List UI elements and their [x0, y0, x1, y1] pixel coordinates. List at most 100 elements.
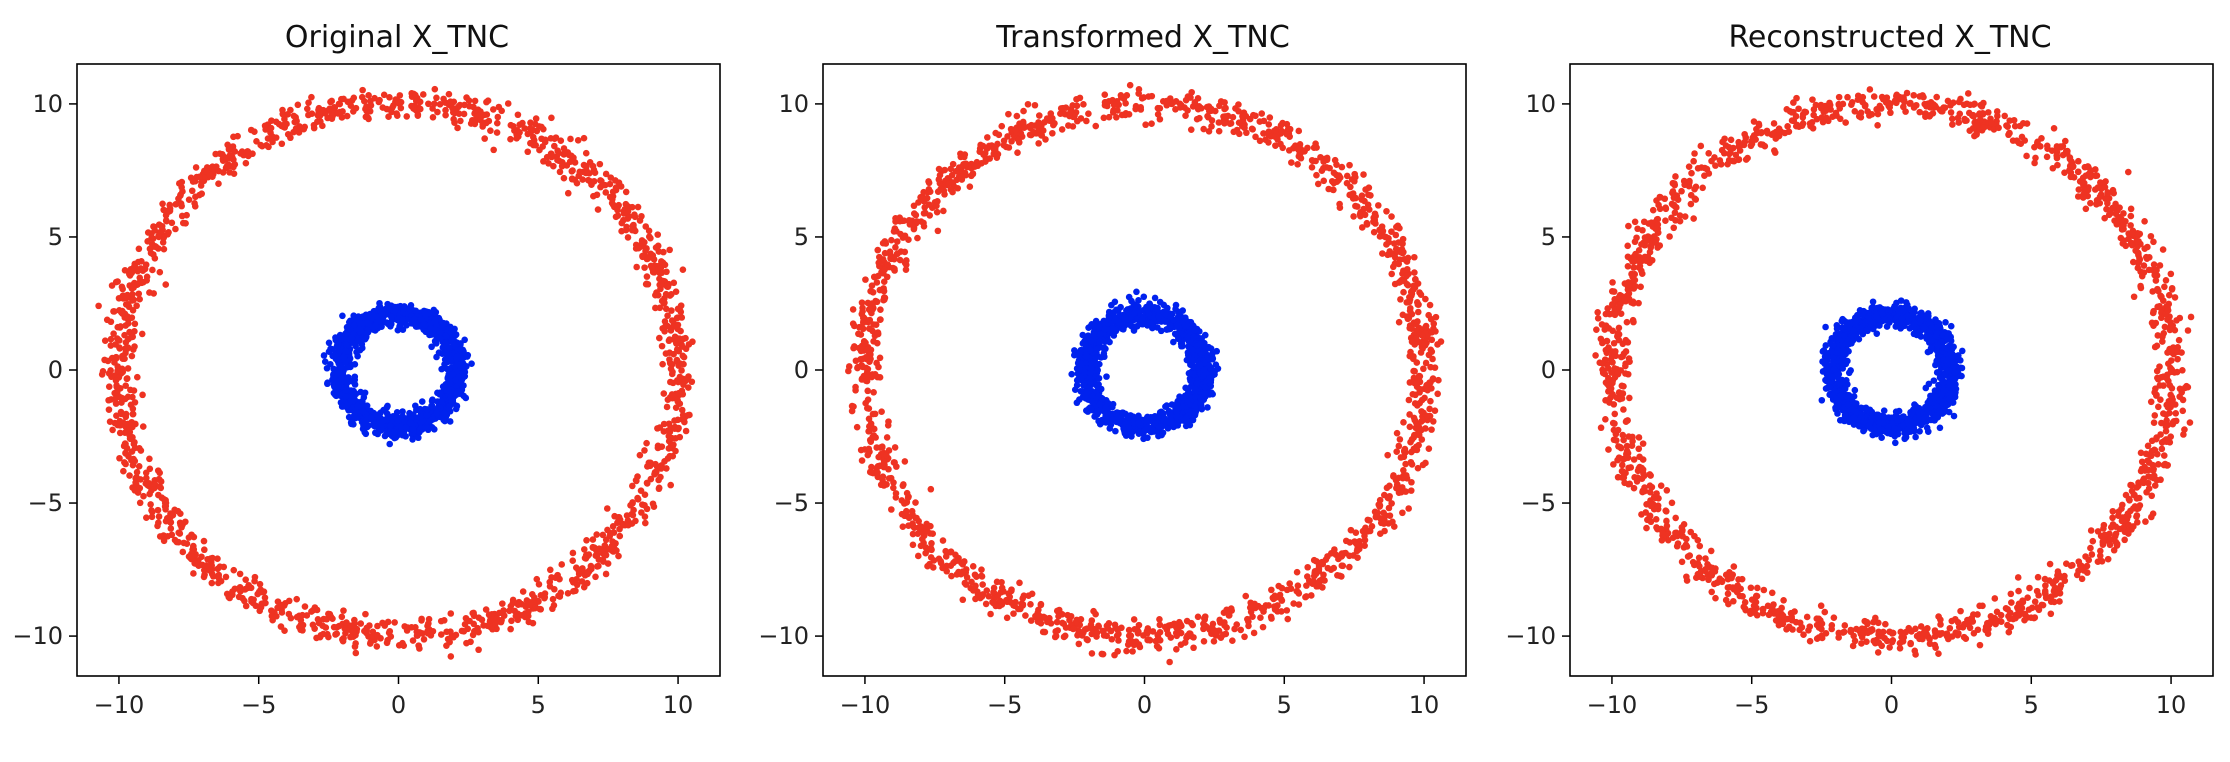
scatter-point [1131, 301, 1138, 308]
scatter-point [1365, 206, 1373, 213]
scatter-point [622, 188, 630, 196]
scatter-point [920, 223, 928, 230]
scatter-point [121, 459, 128, 466]
scatter-point [914, 552, 922, 560]
scatter-point [275, 120, 283, 128]
scatter-point [890, 228, 898, 235]
scatter-point [1242, 592, 1250, 600]
scatter-point [179, 219, 187, 227]
scatter-point [1215, 127, 1223, 135]
scatter-point [354, 337, 362, 345]
scatter-point [126, 328, 133, 336]
scatter-point [571, 159, 579, 166]
scatter-point [663, 465, 670, 472]
scatter-point [1156, 621, 1164, 629]
scatter-point [470, 620, 478, 628]
scatter-point [583, 162, 590, 170]
scatter-point [641, 239, 648, 246]
scatter-point [853, 423, 861, 431]
scatter-point [168, 219, 176, 227]
scatter-point [150, 251, 157, 258]
scatter-point [1241, 124, 1248, 132]
scatter-point [164, 231, 171, 238]
scatter-point [428, 343, 435, 351]
scatter-point [475, 646, 482, 654]
scatter-point [151, 480, 159, 487]
scatter-point [673, 314, 681, 322]
scatter-point [922, 209, 929, 217]
scatter-point [535, 581, 543, 588]
scatter-point [1069, 625, 1077, 633]
scatter-point [429, 627, 437, 635]
scatter-point [924, 188, 931, 196]
scatter-point [1020, 124, 1028, 132]
scatter-point [1386, 482, 1393, 490]
scatter-point [114, 278, 121, 285]
scatter-point [1346, 161, 1353, 169]
scatter-point [471, 97, 479, 105]
scatter-point [342, 330, 349, 338]
scatter-point [1245, 618, 1252, 625]
scatter-point [172, 225, 179, 233]
scatter-point [370, 313, 378, 320]
scatter-point [1357, 212, 1364, 220]
scatter-point [592, 573, 599, 581]
scatter-point [1200, 625, 1207, 632]
scatter-point [1205, 128, 1213, 135]
scatter-point [1366, 527, 1374, 535]
scatter-point [230, 566, 238, 574]
scatter-point [912, 499, 919, 506]
scatter-point [1260, 130, 1267, 137]
scatter-point [1295, 127, 1303, 135]
scatter-point [499, 600, 506, 607]
scatter-point [1003, 614, 1011, 622]
scatter-point [511, 607, 519, 615]
scatter-point [443, 628, 450, 636]
scatter-point [475, 614, 483, 622]
scatter-point [1427, 397, 1434, 405]
scatter-point [589, 162, 597, 170]
scatter-point [556, 168, 564, 176]
scatter-point [652, 460, 659, 468]
scatter-point [450, 115, 457, 123]
scatter-point [224, 141, 231, 149]
scatter-point [330, 103, 338, 111]
scatter-point [1295, 601, 1303, 608]
scatter-point [1256, 137, 1264, 145]
scatter-point [1338, 163, 1346, 171]
scatter-point [1077, 115, 1085, 122]
scatter-point [1427, 363, 1434, 371]
scatter-point [875, 259, 883, 267]
scatter-point [1252, 112, 1259, 120]
scatter-point [1182, 112, 1189, 119]
scatter-point [1346, 539, 1354, 546]
scatter-point [1201, 613, 1209, 620]
scatter-point [116, 417, 124, 425]
scatter-point [665, 445, 673, 452]
scatter-point [342, 629, 349, 637]
scatter-point [536, 146, 543, 154]
scatter-point [591, 169, 599, 177]
scatter-point [670, 441, 677, 448]
scatter-point [1062, 624, 1070, 631]
scatter-point [101, 356, 108, 364]
scatter-point [107, 367, 114, 374]
scatter-point [483, 111, 491, 118]
scatter-point [399, 408, 406, 415]
scatter-point [876, 253, 883, 261]
scatter-point [1372, 512, 1380, 520]
scatter-point [1201, 331, 1209, 339]
scatter-point [1055, 613, 1062, 620]
scatter-point [1222, 113, 1229, 121]
scatter-point [1421, 324, 1429, 332]
scatter-point [395, 417, 402, 424]
scatter-point [469, 609, 477, 617]
axes-frame [76, 63, 721, 677]
scatter-point [672, 404, 680, 411]
scatter-point [874, 246, 882, 254]
scatter-point [862, 377, 870, 385]
scatter-point [673, 323, 681, 330]
scatter-point [1058, 126, 1066, 133]
scatter-point [146, 245, 154, 253]
scatter-point [463, 94, 470, 101]
